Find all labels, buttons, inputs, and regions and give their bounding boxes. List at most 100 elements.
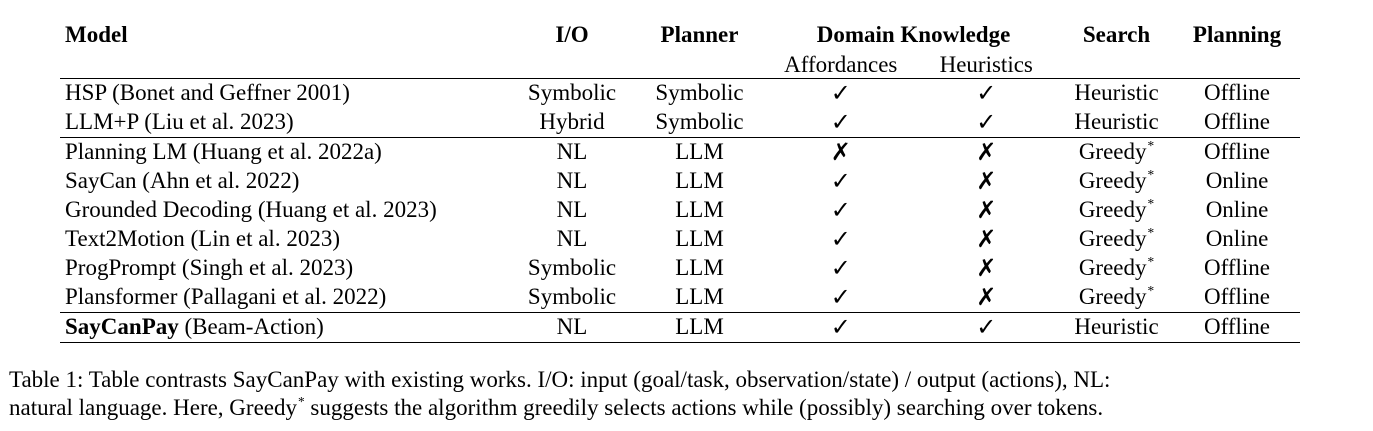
cell-planner: Symbolic <box>631 78 768 108</box>
comparison-table-container: Model I/O Planner Domain Knowledge Searc… <box>60 14 1300 343</box>
cell-model: HSP (Bonet and Geffner 2001) <box>60 78 513 108</box>
header-affordances: Affordances <box>784 51 898 77</box>
model-name-bold: SayCanPay <box>65 314 179 340</box>
cell-heuristics: ✗ <box>914 283 1060 313</box>
cell-planner: LLM <box>675 255 724 281</box>
cell-io: NL <box>556 226 588 252</box>
header-spacer-model <box>60 52 513 79</box>
cell-model: SayCan (Ahn et al. 2022) <box>65 168 300 194</box>
table-row: Planning LM (Huang et al. 2022a) NL LLM … <box>60 137 1300 167</box>
cell-affordances: ✓ <box>768 283 914 313</box>
table-row: Plansformer (Pallagani et al. 2022) Symb… <box>60 283 1300 313</box>
cell-heuristics: ✗ <box>914 196 1060 225</box>
cell-planning: Offline <box>1174 78 1300 108</box>
check-icon: ✓ <box>830 224 851 253</box>
cell-planner: LLM <box>675 226 724 252</box>
table-caption: Table 1: Table contrasts SayCanPay with … <box>9 366 1366 422</box>
cell-io: Symbolic <box>513 78 631 108</box>
cell-planning: Offline <box>1203 284 1270 310</box>
cell-planner: LLM <box>631 312 768 343</box>
cell-heuristics: ✓ <box>914 108 1060 138</box>
table-row: ProgPrompt (Singh et al. 2023) Symbolic … <box>60 254 1300 283</box>
header-io: I/O <box>555 21 589 47</box>
check-icon: ✓ <box>830 312 851 341</box>
asterisk-superscript: * <box>1147 196 1155 212</box>
caption-line-1: Table 1: Table contrasts SayCanPay with … <box>9 367 1111 392</box>
cell-affordances: ✓ <box>768 254 914 283</box>
model-name-rest: (Beam-Action) <box>178 314 324 340</box>
caption-line-2-prefix: natural language. Here, Greedy <box>9 395 297 420</box>
cell-model: Text2Motion (Lin et al. 2023) <box>65 226 340 252</box>
cell-planning: Offline <box>1203 109 1270 135</box>
cell-io: NL <box>556 197 588 223</box>
header-planning: Planning <box>1192 21 1282 47</box>
cell-model: Grounded Decoding (Huang et al. 2023) <box>65 197 437 223</box>
header-spacer-planner <box>631 52 768 79</box>
check-icon: ✓ <box>830 107 851 136</box>
check-icon: ✓ <box>976 107 997 136</box>
cell-search: Greedy* <box>1059 196 1174 225</box>
cell-planning: Offline <box>1174 137 1300 167</box>
cross-icon: ✗ <box>976 166 997 195</box>
cell-planner: LLM <box>675 168 724 194</box>
search-label: Greedy <box>1078 226 1147 252</box>
table-row: SayCan (Ahn et al. 2022) NL LLM ✓ ✗ Gree… <box>60 167 1300 196</box>
cell-heuristics: ✓ <box>913 78 1059 108</box>
cell-io: NL <box>556 168 588 194</box>
cell-search: Heuristic <box>1059 312 1174 343</box>
search-label: Greedy <box>1078 168 1147 194</box>
header-planner: Planner <box>660 21 739 47</box>
cell-io: NL <box>513 137 631 167</box>
asterisk-superscript: * <box>1147 225 1155 241</box>
cell-search: Greedy* <box>1059 254 1174 283</box>
table-row: Grounded Decoding (Huang et al. 2023) NL… <box>60 196 1300 225</box>
cell-planner: LLM <box>675 197 724 223</box>
asterisk-superscript: * <box>1147 138 1155 154</box>
cell-model: SayCanPay (Beam-Action) <box>60 312 513 343</box>
table-row: SayCanPay (Beam-Action) NL LLM ✓ ✓ Heuri… <box>60 312 1300 343</box>
cell-planning: Online <box>1205 197 1269 223</box>
cell-model: ProgPrompt (Singh et al. 2023) <box>65 255 354 281</box>
cross-icon: ✗ <box>976 137 997 166</box>
cell-planner: LLM <box>631 137 768 167</box>
header-search: Search <box>1082 21 1151 47</box>
search-label: Greedy <box>1078 139 1147 165</box>
cell-planner: Symbolic <box>655 109 744 135</box>
cell-affordances: ✓ <box>768 167 914 196</box>
header-domain-knowledge: Domain Knowledge <box>816 21 1011 47</box>
header-model: Model <box>65 21 128 47</box>
header-heuristics: Heuristics <box>939 51 1033 77</box>
cell-io: Hybrid <box>539 109 605 135</box>
cross-icon: ✗ <box>976 224 997 253</box>
cell-affordances: ✓ <box>768 108 914 138</box>
cell-heuristics: ✗ <box>913 137 1059 167</box>
cell-planner: LLM <box>675 284 724 310</box>
cell-model: Plansformer (Pallagani et al. 2022) <box>65 284 387 310</box>
cell-affordances: ✓ <box>768 312 914 343</box>
cell-search: Greedy* <box>1059 137 1174 167</box>
cell-search: Heuristic <box>1059 78 1174 108</box>
cell-io: Symbolic <box>527 255 617 281</box>
cell-search: Greedy* <box>1059 167 1174 196</box>
cell-io: NL <box>513 312 631 343</box>
asterisk-superscript: * <box>1147 254 1155 270</box>
cell-affordances: ✓ <box>768 196 914 225</box>
cell-io: Symbolic <box>527 284 617 310</box>
search-label: Greedy <box>1078 197 1147 223</box>
cell-planning: Online <box>1205 168 1269 194</box>
check-icon: ✓ <box>830 78 851 107</box>
check-icon: ✓ <box>830 253 851 282</box>
header-spacer-io <box>513 52 631 79</box>
cell-affordances: ✓ <box>768 225 914 254</box>
cross-icon: ✗ <box>976 282 997 311</box>
cross-icon: ✗ <box>830 137 851 166</box>
cell-heuristics: ✗ <box>914 225 1060 254</box>
cell-model: Planning LM (Huang et al. 2022a) <box>60 137 513 167</box>
caption-line-2: natural language. Here, Greedy* suggests… <box>9 394 1366 422</box>
cell-heuristics: ✗ <box>914 254 1060 283</box>
cell-heuristics: ✓ <box>913 312 1059 343</box>
cell-planning: Online <box>1205 226 1269 252</box>
cross-icon: ✗ <box>976 253 997 282</box>
table-row: HSP (Bonet and Geffner 2001) Symbolic Sy… <box>60 78 1300 108</box>
table-row: Text2Motion (Lin et al. 2023) NL LLM ✓ ✗… <box>60 225 1300 254</box>
